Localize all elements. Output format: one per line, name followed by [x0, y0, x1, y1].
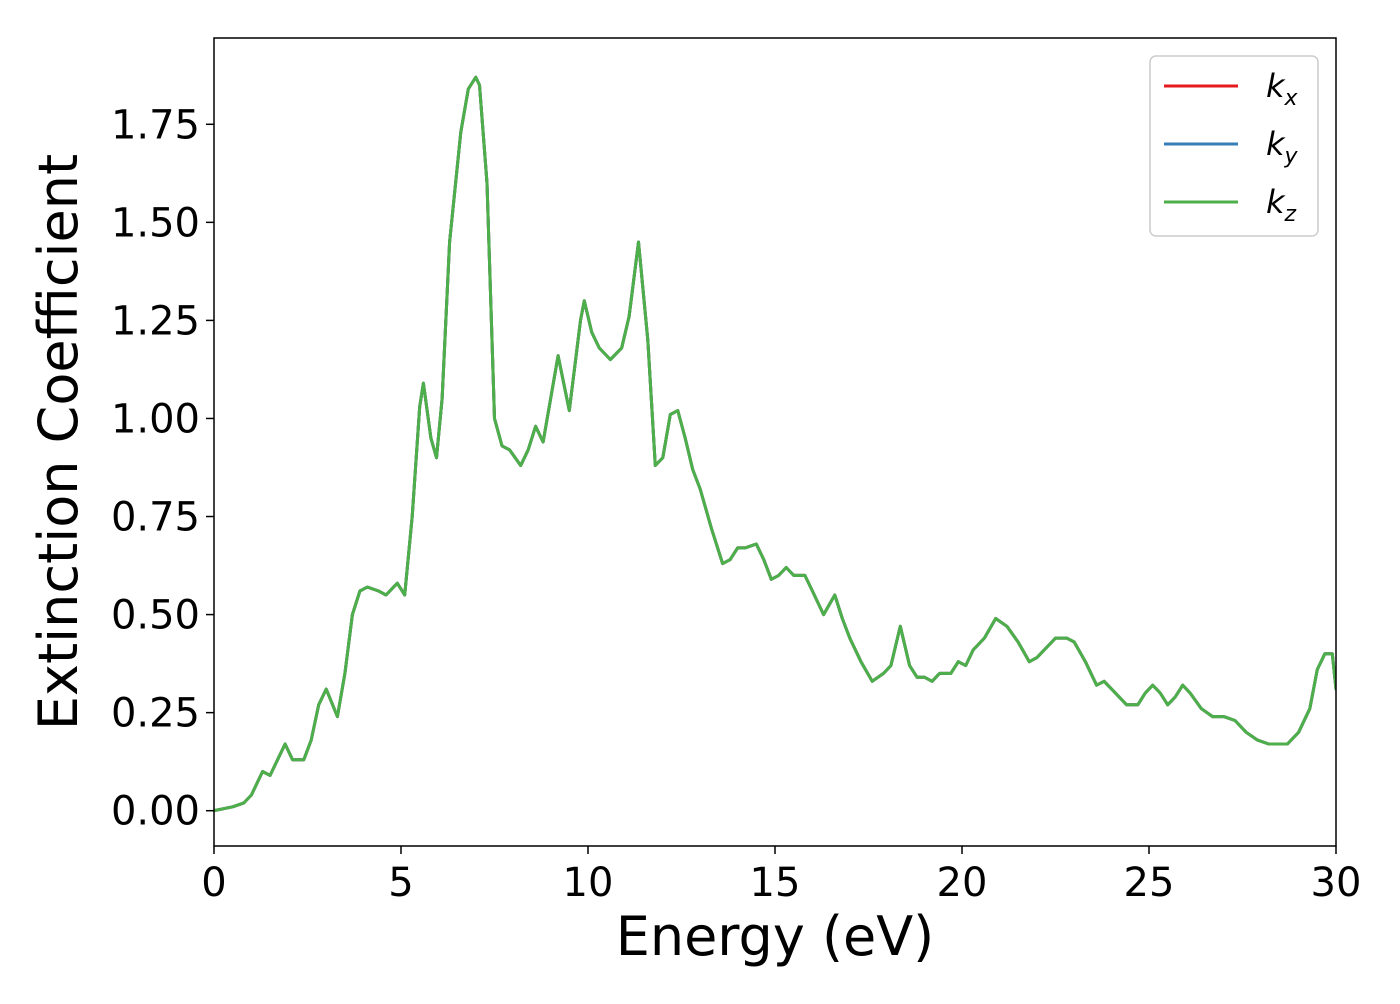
y-tick-label: 0.25: [111, 691, 200, 737]
legend-label: kz: [1266, 183, 1297, 227]
x-axis-title: Energy (eV): [616, 905, 935, 968]
legend-label-subscript: x: [1284, 86, 1299, 111]
x-tick-label: 10: [563, 860, 614, 906]
y-tick-label: 1.25: [111, 298, 200, 344]
legend-label-base: k: [1266, 67, 1286, 105]
legend-label-base: k: [1266, 183, 1286, 221]
legend-label: ky: [1266, 125, 1299, 169]
x-tick-label: 0: [201, 860, 226, 906]
y-tick-label: 1.00: [111, 396, 200, 442]
x-tick-label: 15: [750, 860, 801, 906]
legend-label-subscript: z: [1284, 202, 1297, 227]
plot-area: [214, 38, 1336, 846]
series-layer: [214, 75, 1336, 813]
legend-label-base: k: [1266, 125, 1286, 163]
y-tick-label: 1.50: [111, 200, 200, 246]
x-axis-ticks: 0 5 10 15 20 25 30: [201, 846, 1361, 906]
y-axis-ticks: 0.00 0.25 0.50 0.75 1.00 1.25 1.50 1.75: [111, 102, 214, 835]
y-tick-label: 0.50: [111, 593, 200, 639]
legend-label-subscript: y: [1284, 144, 1299, 169]
legend-box: [1149, 55, 1319, 237]
x-tick-label: 5: [388, 860, 413, 906]
x-tick-label: 20: [937, 860, 988, 906]
y-tick-label: 0.00: [111, 789, 200, 835]
y-axis-title: Extinction Coefficient: [27, 154, 90, 730]
y-tick-label: 0.75: [111, 495, 200, 541]
x-tick-label: 25: [1124, 860, 1175, 906]
series-line-k-z: [214, 75, 1336, 813]
y-tick-label: 1.75: [111, 102, 200, 148]
x-tick-label: 30: [1311, 860, 1362, 906]
legend-label: kx: [1266, 67, 1299, 111]
